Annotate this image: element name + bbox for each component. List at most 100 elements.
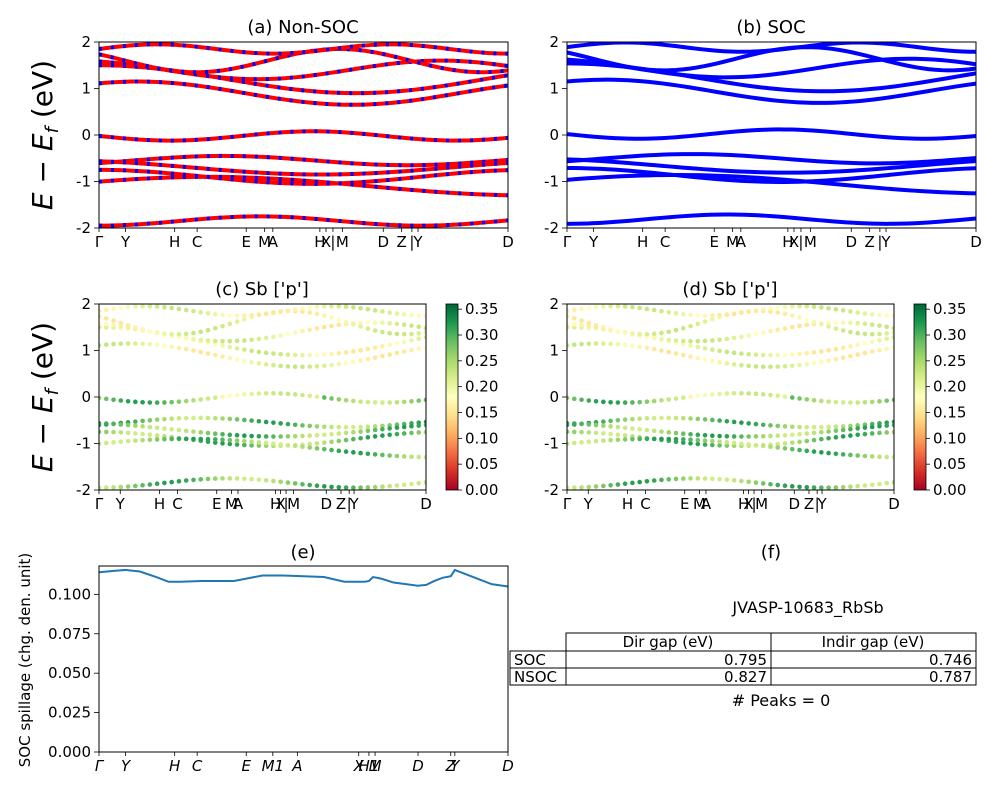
band-point: [746, 333, 751, 338]
band-point: [380, 344, 385, 349]
band-point: [220, 343, 225, 348]
band-point: [775, 423, 781, 429]
band-point: [416, 430, 422, 435]
band-point: [249, 337, 254, 343]
band-point: [702, 433, 708, 438]
band-point: [242, 338, 247, 343]
band-point: [855, 426, 860, 431]
band-point: [746, 351, 751, 357]
band-point: [833, 326, 839, 331]
band-point: [220, 312, 225, 318]
band-point: [234, 313, 240, 318]
band-point: [380, 353, 385, 359]
band-point: [869, 482, 875, 488]
colorbar-tick-label: 0.15: [933, 404, 966, 422]
band-point: [140, 418, 145, 424]
band-point: [99, 441, 102, 446]
band-point: [804, 438, 810, 444]
band-point: [775, 445, 781, 450]
band-point: [615, 437, 621, 443]
band-point: [797, 323, 802, 329]
band-line-down: [99, 58, 508, 82]
band-point: [343, 304, 349, 310]
y-tick-label: 0.075: [48, 625, 91, 643]
band-point: [387, 453, 392, 458]
band-point: [118, 320, 124, 326]
band-point: [103, 325, 109, 330]
colorbar-tick-label: 0.00: [465, 481, 498, 499]
band-point: [644, 436, 650, 442]
band-point: [724, 349, 730, 355]
band-point: [263, 362, 269, 367]
band-point: [702, 392, 708, 398]
band-point: [125, 422, 131, 428]
band-point: [615, 328, 621, 334]
band-point: [593, 484, 599, 489]
band-point: [387, 432, 392, 438]
band-point: [753, 331, 759, 337]
band-point: [702, 319, 708, 324]
band-point: [571, 396, 577, 402]
band-point: [234, 433, 240, 438]
x-tick-label: Γ: [563, 233, 572, 251]
band-point: [183, 335, 189, 341]
band-point: [659, 330, 664, 336]
band-point: [212, 338, 218, 344]
band-point: [673, 351, 679, 356]
band-point: [212, 440, 218, 445]
band-point: [768, 481, 773, 487]
band-point: [387, 426, 392, 431]
band-point: [256, 418, 262, 424]
band-point: [198, 430, 204, 435]
band-point: [630, 400, 635, 405]
title-c: (c) Sb ['p']: [215, 279, 309, 300]
band-point: [877, 481, 882, 487]
band-point: [205, 311, 211, 316]
spillage-line: [98, 568, 509, 588]
band-point: [140, 399, 145, 405]
band-point: [615, 432, 621, 437]
band-point: [99, 324, 102, 330]
band-point: [147, 328, 153, 334]
band-line: [567, 166, 976, 184]
band-point: [724, 361, 730, 366]
band-point: [833, 424, 839, 430]
x-tick-label: M: [258, 233, 271, 251]
band-point: [401, 424, 407, 430]
band-point: [673, 436, 679, 442]
band-point: [680, 352, 686, 358]
x-tick-label: |: [815, 495, 820, 513]
band-point: [292, 364, 298, 370]
band-point: [256, 439, 262, 445]
band-point: [118, 439, 124, 444]
band-point: [365, 356, 371, 362]
colorbar-tick-label: 0.10: [465, 429, 498, 447]
band-point: [263, 350, 269, 356]
band-point: [111, 440, 116, 445]
band-point: [358, 424, 363, 430]
band-point: [644, 478, 650, 484]
band-point: [423, 422, 426, 428]
band-point: [154, 425, 160, 431]
band-point: [673, 327, 679, 333]
band-point: [227, 338, 233, 344]
band-line-down: [99, 129, 508, 143]
band-point: [307, 364, 313, 369]
colorbar-tick-label: 0.15: [465, 404, 498, 422]
band-point: [249, 391, 254, 397]
band-point: [125, 484, 131, 489]
band-point: [285, 331, 291, 337]
x-tick-label: Z: [397, 233, 407, 251]
band-point: [198, 349, 204, 355]
band-point: [147, 417, 153, 423]
band-point: [220, 323, 225, 329]
band-point: [416, 398, 422, 403]
band-point: [717, 337, 722, 343]
band-point: [423, 334, 426, 340]
band-point: [869, 312, 875, 317]
band-point: [601, 438, 606, 443]
band-point: [862, 483, 868, 488]
band-point: [797, 396, 802, 401]
ylabel-spillage: SOC spillage (chg. den. unit): [16, 553, 34, 768]
band-point: [162, 331, 167, 336]
